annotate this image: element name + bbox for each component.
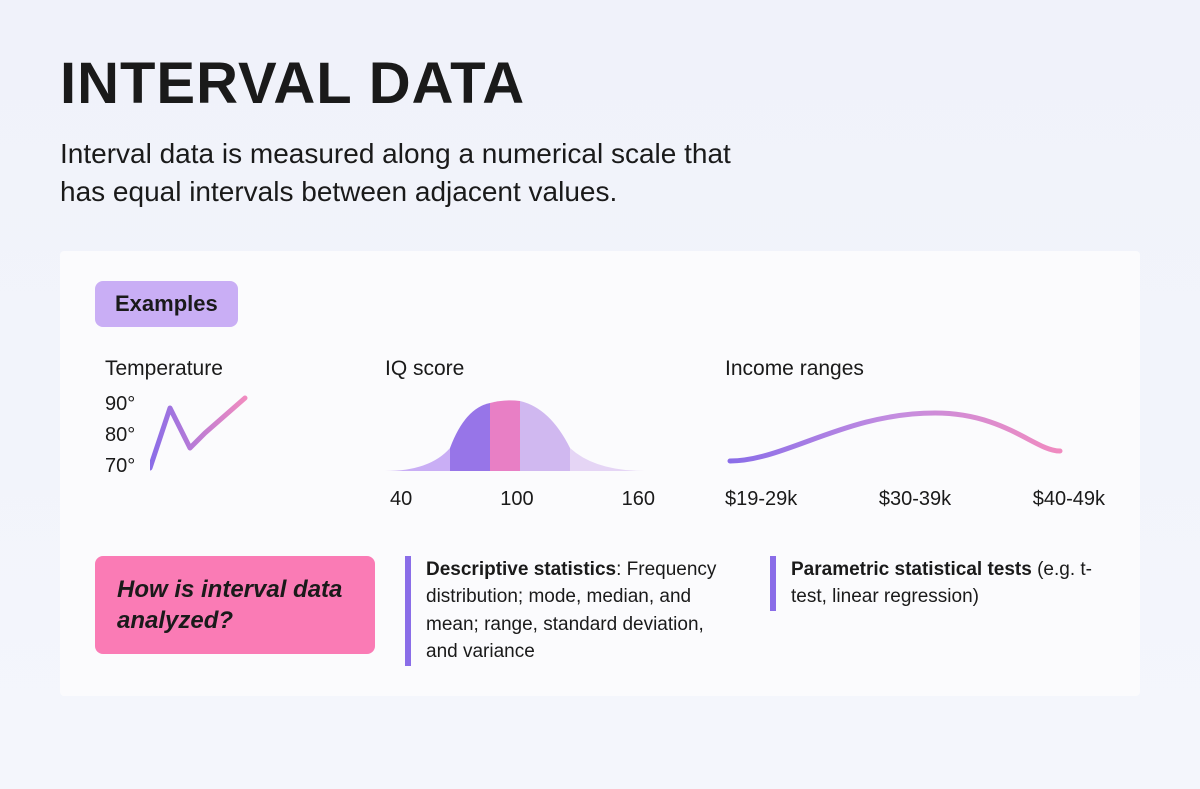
iq-x-1: 100 xyxy=(500,488,533,511)
income-x-0: $19-29k xyxy=(725,488,797,511)
income-example: Income ranges $19-29k $30-39k $40-49k xyxy=(725,357,1105,511)
page-subtitle: Interval data is measured along a numeri… xyxy=(60,135,780,211)
iq-x-2: 160 xyxy=(622,488,655,511)
examples-row: Temperature 90° 80° 70° xyxy=(95,357,1105,511)
temperature-label: Temperature xyxy=(105,357,325,381)
temperature-example: Temperature 90° 80° 70° xyxy=(105,357,325,511)
temperature-line-icon xyxy=(150,393,260,483)
iq-label: IQ score xyxy=(385,357,665,381)
descriptive-stats: Descriptive statistics: Frequency distri… xyxy=(405,556,740,666)
income-x-labels: $19-29k $30-39k $40-49k xyxy=(725,488,1105,511)
iq-x-0: 40 xyxy=(390,488,412,511)
temp-y-0: 90° xyxy=(105,393,135,416)
temp-y-2: 70° xyxy=(105,455,135,478)
analysis-row: How is interval data analyzed? Descripti… xyxy=(95,556,1105,666)
descriptive-bold: Descriptive statistics xyxy=(426,559,616,580)
iq-example: IQ score 40 100 160 xyxy=(385,357,665,511)
temp-y-1: 80° xyxy=(105,424,135,447)
iq-bell-icon xyxy=(385,393,645,473)
iq-x-labels: 40 100 160 xyxy=(385,488,665,511)
income-curve-icon xyxy=(725,393,1065,473)
parametric-bold: Parametric statistical tests xyxy=(791,559,1032,580)
page-title: INTERVAL DATA xyxy=(60,50,1140,117)
content-box: Examples Temperature 90° 80° 70° xyxy=(60,251,1140,696)
examples-badge: Examples xyxy=(95,281,238,327)
parametric-tests: Parametric statistical tests (e.g. t-tes… xyxy=(770,556,1105,611)
analysis-badge: How is interval data analyzed? xyxy=(95,556,375,654)
income-label: Income ranges xyxy=(725,357,1105,381)
income-x-1: $30-39k xyxy=(879,488,951,511)
income-x-2: $40-49k xyxy=(1033,488,1105,511)
temperature-y-labels: 90° 80° 70° xyxy=(105,393,135,478)
